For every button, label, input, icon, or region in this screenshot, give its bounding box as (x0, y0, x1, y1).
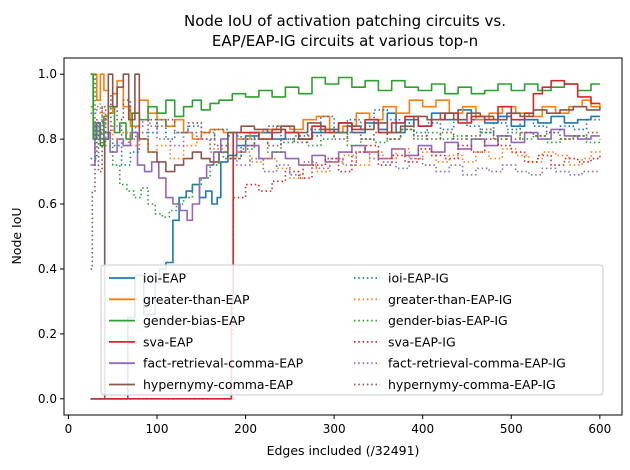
ticks-layer: 0 100 200 300 400 500 600 0.0 0.2 0.4 0.6 0.8 1.0 (38, 67, 611, 436)
y-tick-label: 1.0 (38, 67, 57, 81)
x-tick-label: 200 (234, 422, 257, 436)
legend-label-hypernymy-comma-eap-ig: hypernymy-comma-EAP-IG (388, 377, 556, 392)
y-tick-label: 0.8 (38, 132, 57, 146)
legend-label-hypernymy-comma-eap: hypernymy-comma-EAP (143, 377, 294, 392)
y-tick-label: 0.0 (38, 392, 57, 406)
legend-label-greater-than-eap-ig: greater-than-EAP-IG (388, 292, 512, 307)
x-tick-label: 400 (411, 422, 434, 436)
x-tick-label: 100 (146, 422, 169, 436)
chart-title-line-2: EAP/EAP-IG circuits at various top-n (212, 32, 478, 50)
series-layer (90, 73, 601, 400)
series-line-sva-eap (90, 79, 600, 400)
chart-title-line-1: Node IoU of activation patching circuits… (184, 12, 506, 30)
legend-label-fact-retrieval-comma-eap-ig: fact-retrieval-comma-EAP-IG (388, 356, 566, 371)
series-line-gender-bias-eap (90, 73, 600, 147)
legend-label-gender-bias-eap-ig: gender-bias-EAP-IG (388, 313, 508, 328)
y-tick-label: 0.2 (38, 327, 57, 341)
x-tick-label: 0 (65, 422, 73, 436)
series-line-hypernymy-comma-eap-ig (90, 92, 600, 270)
plot-frame (63, 57, 623, 416)
legend-label-sva-eap: sva-EAP (143, 334, 194, 349)
legend-label-ioi-eap: ioi-EAP (143, 271, 187, 286)
series-line-fact-retrieval-comma-eap (90, 122, 600, 222)
y-tick-label: 0.6 (38, 197, 57, 211)
series-line-greater-than-eap (90, 73, 601, 140)
series-line-ioi-eap-ig (90, 109, 600, 166)
series-line-fact-retrieval-comma-eap-ig (90, 105, 600, 176)
legend-label-sva-eap-ig: sva-EAP-IG (388, 334, 456, 349)
legend-label-ioi-eap-ig: ioi-EAP-IG (388, 271, 449, 286)
legend-label-greater-than-eap: greater-than-EAP (143, 292, 250, 307)
series-line-gender-bias-eap-ig (90, 73, 601, 218)
x-tick-label: 600 (588, 422, 611, 436)
y-tick-label: 0.4 (38, 262, 57, 276)
legend-label-gender-bias-eap: gender-bias-EAP (143, 313, 246, 328)
series-line-greater-than-eap-ig (90, 73, 601, 179)
x-tick-label: 500 (500, 422, 523, 436)
legend-label-fact-retrieval-comma-eap: fact-retrieval-comma-EAP (143, 356, 304, 371)
x-tick-label: 300 (323, 422, 346, 436)
x-axis-label: Edges included (/32491) (267, 443, 420, 458)
y-axis-label: Node IoU (9, 207, 24, 264)
legend: ioi-EAP greater-than-EAP gender-bias-EAP sv… (100, 264, 604, 396)
series-line-hypernymy-comma-eap (90, 73, 601, 400)
legend-box (100, 264, 604, 396)
